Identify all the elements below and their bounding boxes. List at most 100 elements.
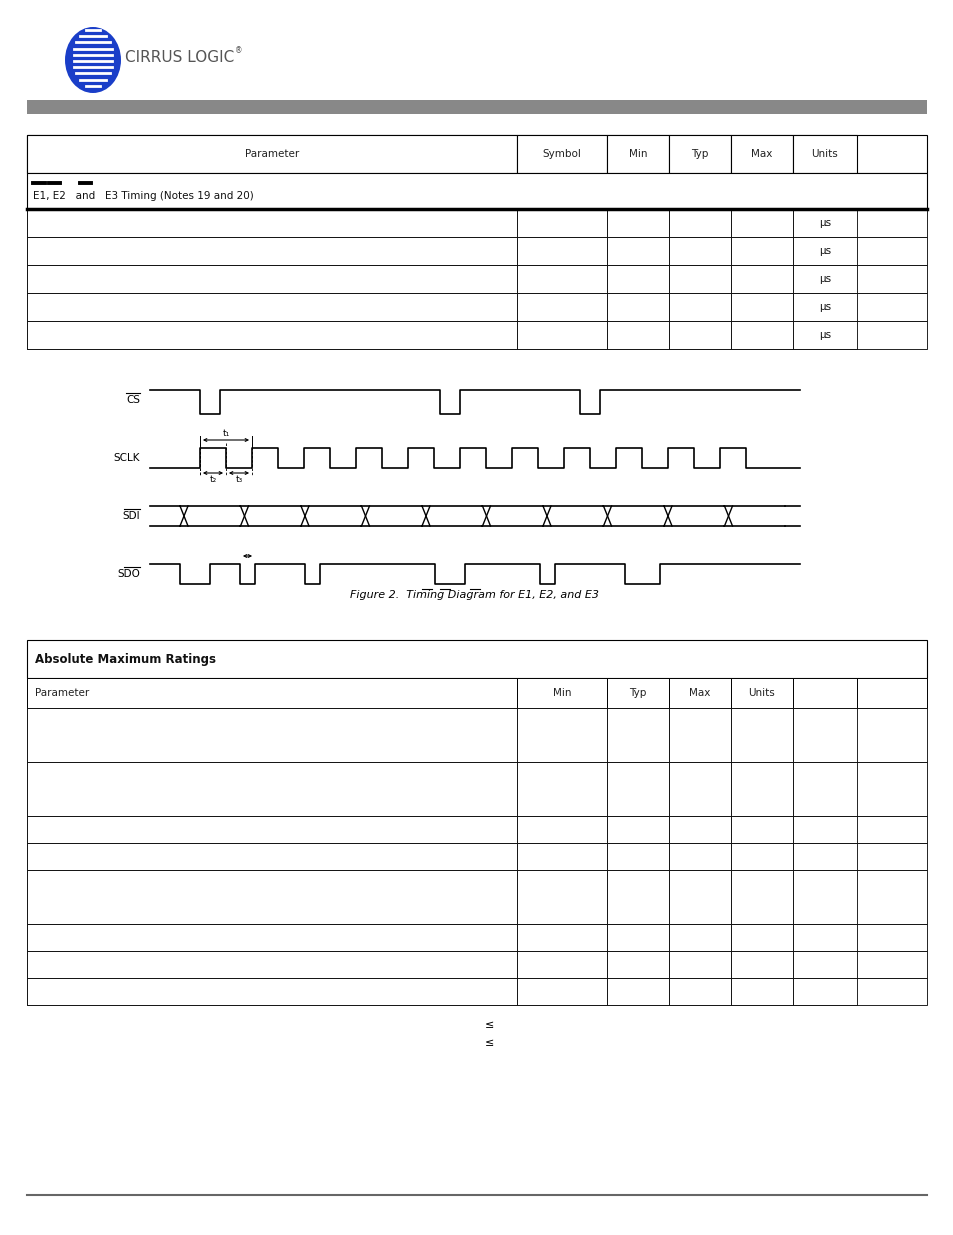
- Text: μs: μs: [818, 274, 830, 284]
- Bar: [27, 924, 517, 951]
- Text: Units: Units: [748, 688, 775, 698]
- Bar: [606, 844, 668, 869]
- Bar: [606, 209, 668, 237]
- Bar: [792, 321, 856, 350]
- Text: t₁: t₁: [222, 430, 230, 438]
- Text: t₃: t₃: [235, 475, 242, 484]
- Bar: [27, 173, 926, 209]
- Bar: [27, 978, 517, 1005]
- Bar: [27, 762, 926, 816]
- Bar: [517, 678, 606, 708]
- Bar: [730, 816, 792, 844]
- Bar: [27, 844, 926, 869]
- Bar: [730, 844, 792, 869]
- Bar: [668, 762, 730, 816]
- Text: SCLK: SCLK: [113, 453, 140, 463]
- Text: SDO: SDO: [117, 569, 140, 579]
- Bar: [27, 816, 926, 844]
- Bar: [730, 708, 792, 762]
- Text: Symbol: Symbol: [542, 149, 580, 159]
- Bar: [792, 135, 856, 173]
- Text: Min: Min: [552, 688, 571, 698]
- Bar: [668, 869, 730, 924]
- Bar: [517, 321, 606, 350]
- Bar: [27, 924, 926, 951]
- Bar: [27, 266, 926, 293]
- Bar: [606, 293, 668, 321]
- Bar: [668, 844, 730, 869]
- Bar: [668, 135, 730, 173]
- Bar: [517, 266, 606, 293]
- Bar: [27, 135, 926, 173]
- Bar: [27, 135, 517, 173]
- Bar: [517, 924, 606, 951]
- Bar: [27, 869, 926, 924]
- Text: μs: μs: [818, 303, 830, 312]
- Bar: [730, 237, 792, 266]
- Bar: [606, 135, 668, 173]
- Bar: [517, 708, 606, 762]
- Text: μs: μs: [818, 219, 830, 228]
- Bar: [27, 708, 926, 762]
- Bar: [668, 951, 730, 978]
- Bar: [517, 816, 606, 844]
- Bar: [792, 951, 856, 978]
- Bar: [27, 293, 926, 321]
- Bar: [517, 978, 606, 1005]
- Bar: [27, 266, 517, 293]
- Bar: [792, 924, 856, 951]
- Bar: [517, 293, 606, 321]
- Bar: [730, 266, 792, 293]
- Bar: [27, 640, 926, 678]
- Bar: [668, 708, 730, 762]
- Bar: [27, 209, 517, 237]
- Bar: [27, 237, 926, 266]
- Bar: [730, 869, 792, 924]
- Bar: [730, 293, 792, 321]
- Bar: [668, 209, 730, 237]
- Bar: [606, 237, 668, 266]
- Bar: [606, 678, 668, 708]
- Bar: [792, 816, 856, 844]
- Bar: [792, 678, 856, 708]
- Bar: [27, 100, 926, 114]
- Bar: [27, 209, 926, 237]
- Bar: [792, 978, 856, 1005]
- Text: μs: μs: [818, 330, 830, 340]
- Text: CS: CS: [126, 395, 140, 405]
- Bar: [792, 209, 856, 237]
- Bar: [792, 237, 856, 266]
- Text: Max: Max: [751, 149, 772, 159]
- Bar: [517, 844, 606, 869]
- Text: Parameter: Parameter: [35, 688, 90, 698]
- Bar: [517, 762, 606, 816]
- Bar: [606, 951, 668, 978]
- Text: μs: μs: [818, 246, 830, 256]
- Bar: [668, 266, 730, 293]
- Bar: [27, 816, 517, 844]
- Bar: [517, 869, 606, 924]
- Text: Typ: Typ: [691, 149, 708, 159]
- Text: Min: Min: [628, 149, 646, 159]
- Bar: [606, 816, 668, 844]
- Bar: [517, 951, 606, 978]
- Text: ≤: ≤: [485, 1020, 495, 1030]
- Bar: [517, 209, 606, 237]
- Bar: [27, 978, 926, 1005]
- Bar: [792, 844, 856, 869]
- Text: Absolute Maximum Ratings: Absolute Maximum Ratings: [35, 652, 215, 666]
- Bar: [668, 678, 730, 708]
- Text: Typ: Typ: [629, 688, 646, 698]
- Bar: [730, 951, 792, 978]
- Bar: [668, 293, 730, 321]
- Bar: [730, 978, 792, 1005]
- Text: Units: Units: [811, 149, 838, 159]
- Text: Figure 2.  Timing Diagram for E1, E2, and E3: Figure 2. Timing Diagram for E1, E2, and…: [350, 590, 598, 600]
- Bar: [668, 978, 730, 1005]
- Bar: [606, 978, 668, 1005]
- Bar: [668, 924, 730, 951]
- Bar: [27, 321, 926, 350]
- Bar: [792, 708, 856, 762]
- Bar: [730, 924, 792, 951]
- Text: Parameter: Parameter: [245, 149, 299, 159]
